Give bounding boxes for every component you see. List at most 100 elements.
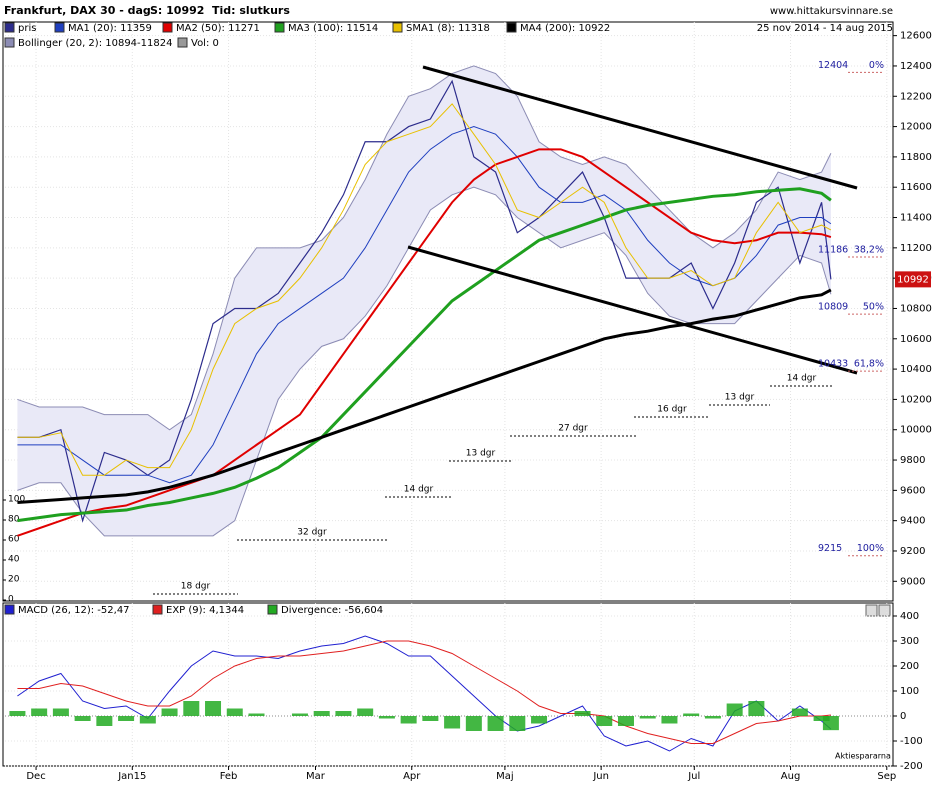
divergence-bar (357, 708, 374, 716)
watermark: Aktiespararna (835, 752, 891, 761)
series-line (17, 103, 832, 476)
divergence-bar (444, 716, 461, 729)
y-tick-label: 9600 (900, 485, 925, 496)
x-tick-label: Sep (877, 771, 896, 782)
x-tick-label: Dec (26, 771, 45, 782)
legend-label: pris (18, 23, 36, 34)
y-tick-label: -200 (900, 761, 923, 772)
bollinger-upper (17, 65, 832, 431)
legend-label: MA2 (50): 11271 (176, 23, 260, 34)
y2-tick-label: 100 (8, 495, 25, 505)
x-tick-label: Jan15 (117, 771, 146, 782)
divergence-bar (378, 716, 395, 719)
divergence-bar (574, 711, 591, 716)
divergence-bar (617, 716, 634, 726)
y-tick-label: 12600 (900, 31, 932, 42)
y-tick-label: 9400 (900, 516, 925, 527)
fib-value: 12404 (818, 60, 848, 71)
legend-label: SMA1 (8): 11318 (406, 23, 490, 34)
divergence-bar (639, 716, 656, 719)
x-tick-label: Jul (687, 771, 700, 782)
y-tick-label: 12000 (900, 122, 932, 133)
y-tick-label: 10000 (900, 425, 932, 436)
legend-swatch (4, 604, 15, 615)
legend-swatch (152, 604, 163, 615)
divergence-bar (9, 711, 26, 716)
x-tick-label: Apr (403, 771, 421, 782)
y-tick-label: 9800 (900, 455, 925, 466)
legend-swatch (4, 22, 15, 33)
legend-label: MA3 (100): 11514 (288, 23, 378, 34)
x-tick-label: Jun (592, 771, 609, 782)
x-tick-label: Aug (781, 771, 801, 782)
divergence-bar (509, 716, 526, 731)
fib-pct: 0% (869, 60, 884, 71)
x-tick-label: Maj (496, 771, 514, 782)
macd-panel (2, 602, 894, 767)
divergence-bar (226, 708, 243, 716)
legend-swatch (4, 37, 15, 48)
legend-label: Divergence: -56,604 (281, 605, 383, 616)
y-tick-label: 11400 (900, 213, 932, 224)
series-line (17, 126, 832, 484)
trendline (422, 65, 858, 190)
divergence-bar (683, 713, 700, 716)
y-tick-label: 12200 (900, 91, 932, 102)
x-tick-label: Mar (306, 771, 326, 782)
divergence-bar (118, 716, 135, 721)
duration-label: 14 dgr (404, 485, 434, 495)
divergence-bar (74, 716, 91, 721)
duration-label: 14 dgr (787, 374, 817, 384)
divergence-bar (487, 716, 504, 731)
fib-pct: 61,8% (854, 359, 884, 370)
last-price: 10992 (897, 274, 929, 285)
last-price-box (895, 271, 931, 288)
divergence-bar (813, 716, 830, 721)
divergence-bar (161, 708, 178, 716)
divergence-bar (52, 708, 69, 716)
fib-pct: 50% (863, 302, 884, 313)
divergence-bar (531, 716, 548, 724)
y-tick-label: 10800 (900, 303, 932, 314)
legend-swatch (54, 22, 65, 33)
divergence-bar (422, 716, 439, 721)
divergence-bar (313, 711, 330, 716)
fib-pct: 38,2% (854, 244, 884, 255)
price-label: S: 10992 (150, 4, 204, 17)
time-label: Tid: slutkurs (212, 4, 290, 17)
date-range: 25 nov 2014 - 14 aug 2015 (757, 23, 893, 34)
y-tick-label: 11800 (900, 152, 932, 163)
trendline (407, 245, 858, 375)
y-tick-label: 300 (900, 636, 919, 647)
divergence-bar (596, 716, 613, 726)
legend-label: MA4 (200): 10922 (520, 23, 610, 34)
duration-label: 16 dgr (657, 405, 687, 415)
y-tick-label: 9200 (900, 546, 925, 557)
divergence-bar (31, 708, 48, 716)
y-tick-label: 12400 (900, 61, 932, 72)
source: www.hittakursvinnare.se (770, 6, 893, 17)
y-tick-label: 11200 (900, 243, 932, 254)
y2-tick-label: 80 (8, 515, 20, 525)
divergence-bar (726, 703, 743, 716)
zoom-button[interactable] (865, 604, 878, 617)
x-tick-label: Feb (220, 771, 238, 782)
y-tick-label: 0 (900, 711, 906, 722)
legend-swatch (162, 22, 173, 33)
divergence-bar (291, 713, 308, 716)
divergence-bar (400, 716, 417, 724)
duration-label: 32 dgr (297, 528, 327, 538)
divergence-bar (822, 716, 839, 731)
duration-label: 27 dgr (558, 424, 588, 434)
legend-swatch (177, 37, 188, 48)
divergence-bar (139, 716, 156, 724)
divergence-bar (248, 713, 265, 716)
y-tick-label: 200 (900, 661, 919, 672)
divergence-bar (183, 701, 200, 716)
divergence-bar (748, 701, 765, 716)
legend-label: MACD (26, 12): -52,47 (18, 605, 130, 616)
divergence-bar (465, 716, 482, 731)
y-tick-label: 11600 (900, 182, 932, 193)
settings-button[interactable] (878, 604, 891, 617)
fib-pct: 100% (857, 543, 884, 554)
